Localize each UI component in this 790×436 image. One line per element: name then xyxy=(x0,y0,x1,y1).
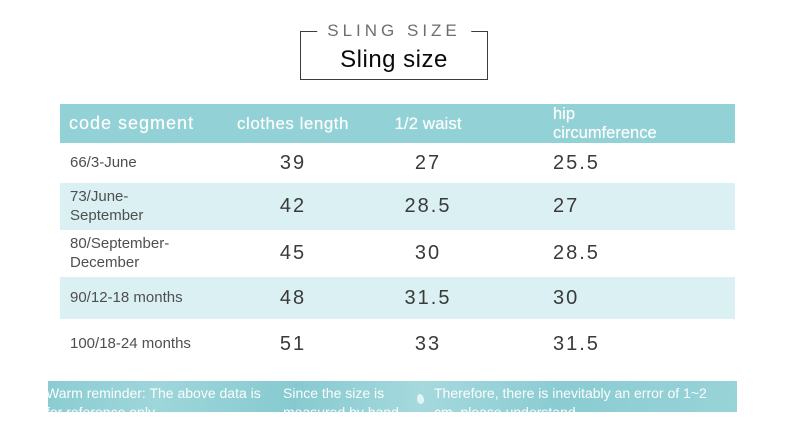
cell-hip-circumference: 28.5 xyxy=(553,242,600,264)
cell-code-text: 73/June-September xyxy=(70,187,144,224)
cell-code-text: 80/September-December xyxy=(70,234,170,271)
size-table: code segment clothes length 1/2 waist hi… xyxy=(60,104,735,369)
cell-code-segment: 73/June-September xyxy=(60,188,228,226)
cell-code-text: 100/18-24 months xyxy=(70,334,191,352)
cell-hip-circumference: 30 xyxy=(553,286,580,309)
column-header-clothes-length: clothes length xyxy=(237,113,349,133)
cell-half-waist: 27 xyxy=(414,151,442,174)
reminder-note-1-line-2: for reference only xyxy=(48,404,155,412)
reminder-note-3-line-2: cm, please understand xyxy=(434,404,576,412)
reminder-note-1: Warm reminder: The above data is for ref… xyxy=(48,381,283,412)
cell-clothes-length: 42 xyxy=(279,195,307,217)
cell-half-waist: 30 xyxy=(414,242,442,264)
water-drop-icon xyxy=(415,393,426,405)
cell-code-segment: 100/18-24 months xyxy=(60,335,228,354)
title-box: SLING SIZE Sling size xyxy=(300,21,488,80)
table-row: 73/June-September 42 28.5 27 xyxy=(60,183,735,230)
cell-code-segment: 66/3-June xyxy=(60,154,228,173)
table-row: 66/3-June 39 27 25.5 xyxy=(60,143,735,183)
table-header-row: code segment clothes length 1/2 waist hi… xyxy=(60,104,735,143)
cell-code-segment: 90/12-18 months xyxy=(60,289,228,308)
table-row: 80/September-December 45 30 28.5 xyxy=(60,230,735,277)
cell-clothes-length: 45 xyxy=(279,242,307,264)
table-row: 100/18-24 months 51 33 31.5 xyxy=(60,319,735,369)
cell-half-waist: 33 xyxy=(414,332,442,355)
reminder-bar: Warm reminder: The above data is for ref… xyxy=(48,381,737,412)
cell-hip-circumference: 27 xyxy=(553,195,580,217)
page-title: Sling size xyxy=(340,46,448,73)
reminder-note-2-line-1: Since the size is xyxy=(283,385,385,401)
column-header-half-waist: 1/2 waist xyxy=(394,113,462,133)
reminder-note-1-line-1: Warm reminder: The above data is xyxy=(48,385,261,401)
cell-half-waist: 28.5 xyxy=(404,195,452,217)
cell-hip-circumference: 31.5 xyxy=(553,332,600,355)
cell-code-text: 66/3-June xyxy=(70,153,137,171)
reminder-note-3: Therefore, there is inevitably an error … xyxy=(434,381,737,412)
cell-clothes-length: 48 xyxy=(279,286,307,309)
cell-clothes-length: 51 xyxy=(279,332,307,355)
reminder-note-3-line-1: Therefore, there is inevitably an error … xyxy=(434,385,707,401)
column-header-code-segment: code segment xyxy=(69,113,195,133)
column-header-hip-circumference: hip circumference xyxy=(553,105,657,142)
reminder-note-2-line-2: measured by hand xyxy=(283,404,399,412)
cell-hip-circumference: 25.5 xyxy=(553,151,600,174)
title-eyebrow: SLING SIZE xyxy=(317,21,471,41)
cell-code-segment: 80/September-December xyxy=(60,235,228,273)
cell-clothes-length: 39 xyxy=(279,151,307,174)
cell-half-waist: 31.5 xyxy=(404,286,452,309)
table-row: 90/12-18 months 48 31.5 30 xyxy=(60,277,735,319)
reminder-note-2: Since the size is measured by hand xyxy=(283,381,411,412)
cell-code-text: 90/12-18 months xyxy=(70,288,183,306)
